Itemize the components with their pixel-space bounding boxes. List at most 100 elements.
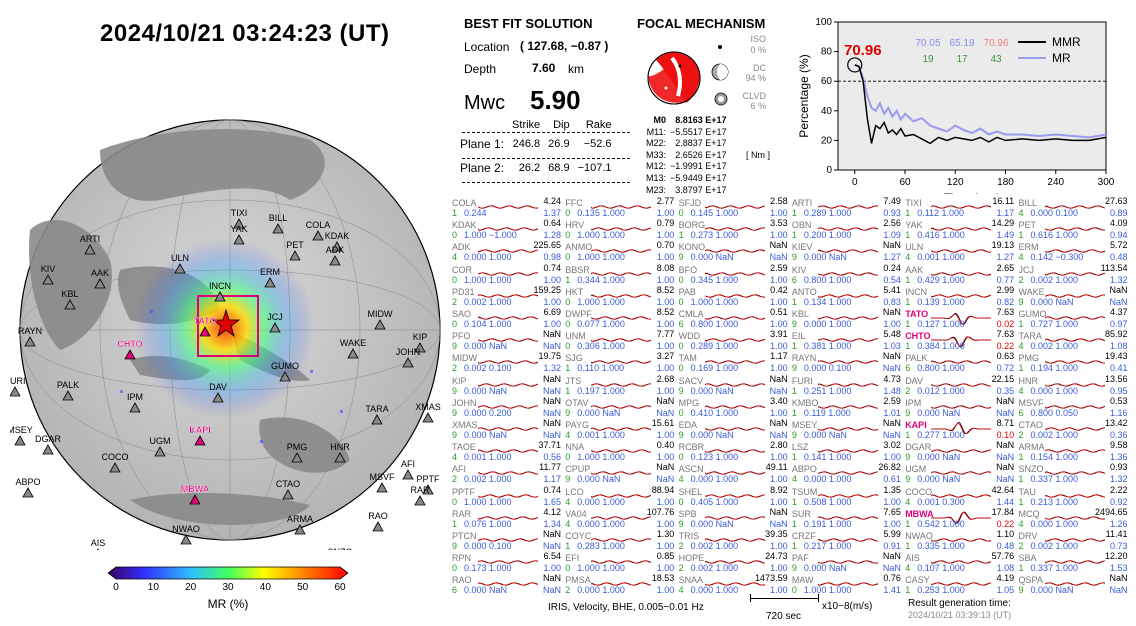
station-cell[interactable]: PAYG 15.61 4 0.001 1.000 1.00: [563, 418, 675, 440]
station-marker[interactable]: INCN: [209, 281, 231, 302]
station-marker[interactable]: ADK: [326, 245, 345, 266]
station-marker[interactable]: NWAO: [172, 524, 200, 545]
station-cell[interactable]: COYC 1.30 1 0.283 1.000 1.00: [563, 529, 675, 551]
station-cell[interactable]: RAYN NaN 9 0.000 0.100 NaN: [790, 351, 902, 373]
station-cell[interactable]: PD31 159.25 2 0.002 1.000 1.00: [450, 285, 562, 307]
station-cell[interactable]: NWAO 1.10 1 0.335 1.000 0.48: [903, 529, 1015, 551]
station-cell[interactable]: MCQ 2494.65 4 0.000 1.000 1.26: [1017, 507, 1129, 529]
station-marker[interactable]: KAPI: [189, 425, 211, 446]
station-cell[interactable]: AAK 2.65 1 0.429 1.000 0.77: [903, 263, 1015, 285]
station-cell[interactable]: IPM NaN 9 0.000 NaN NaN: [903, 396, 1015, 418]
station-marker[interactable]: TARA: [365, 404, 389, 425]
station-cell[interactable]: DAV 22.15 2 0.012 1.000 0.35: [903, 374, 1015, 396]
station-marker[interactable]: JCJ: [267, 312, 283, 333]
station-cell[interactable]: BBSR 8.08 1 0.344 1.000 1.00: [563, 263, 675, 285]
station-cell[interactable]: TRIS 39.35 2 0.002 1.000 1.00: [677, 529, 789, 551]
station-cell[interactable]: CASY 4.19 1 0.253 1.000 1.05: [903, 573, 1015, 595]
station-cell[interactable]: SNAA 1473.59 4 0.000 1.000 1.00: [677, 573, 789, 595]
station-marker[interactable]: RAYN: [18, 326, 42, 347]
station-marker[interactable]: ABPO: [15, 477, 41, 498]
station-cell[interactable]: DRV 11.41 2 0.002 1.000 0.73: [1017, 529, 1129, 551]
station-cell[interactable]: ADK 225.65 4 0.000 1.000 0.98: [450, 240, 562, 262]
station-marker[interactable]: AIS: [91, 538, 106, 550]
station-cell[interactable]: SFJD 2.58 0 0.145 1.000 1.00: [677, 196, 789, 218]
station-marker[interactable]: GUMO: [271, 361, 299, 382]
station-cell[interactable]: SACV NaN 9 0.000 NaN NaN: [677, 374, 789, 396]
station-cell[interactable]: COR 0.74 0 1.000 1.000 1.00: [450, 263, 562, 285]
station-cell[interactable]: JCJ 113.54 2 0.002 1.000 1.32: [1017, 263, 1129, 285]
station-cell[interactable]: PALK 0.63 6 0.800 1.000 0.72: [903, 351, 1015, 373]
station-cell[interactable]: MIDW 19.75 2 0.002 0.100 1.32: [450, 351, 562, 373]
station-cell[interactable]: CPUP NaN 9 0.000 NaN NaN: [563, 462, 675, 484]
station-marker[interactable]: ULN: [171, 253, 189, 274]
station-marker[interactable]: MIDW: [368, 309, 393, 330]
station-cell[interactable]: UNM 7.77 0 0.306 1.000 1.00: [563, 329, 675, 351]
station-cell[interactable]: NNA 0.40 0 1.000 1.000 1.00: [563, 440, 675, 462]
station-cell[interactable]: PAF NaN 9 0.000 NaN NaN: [790, 551, 902, 573]
station-marker[interactable]: MSVF: [369, 472, 395, 493]
station-marker[interactable]: KDAK: [325, 231, 350, 252]
station-marker[interactable]: CHTO: [117, 339, 143, 360]
station-cell[interactable]: KIP NaN 9 0.000 NaN NaN: [450, 374, 562, 396]
station-cell[interactable]: UGM NaN 9 0.000 NaN NaN: [903, 462, 1015, 484]
station-cell[interactable]: PMG 19.43 1 0.194 1.000 0.41: [1017, 351, 1129, 373]
station-cell[interactable]: BFO 2.59 0 0.345 1.000 1.00: [677, 263, 789, 285]
station-cell[interactable]: AIS 57.76 4 0.107 1.000 1.08: [903, 551, 1015, 573]
station-marker[interactable]: PPTF: [416, 474, 440, 495]
station-cell[interactable]: RCBR 2.80 0 0.123 1.000 1.00: [677, 440, 789, 462]
station-marker[interactable]: COCO: [102, 452, 129, 473]
station-cell[interactable]: CRZF 5.99 1 0.217 1.000 0.91: [790, 529, 902, 551]
station-marker[interactable]: ARTI: [80, 234, 100, 255]
station-cell[interactable]: QSPA NaN 9 0.000 NaN NaN: [1017, 573, 1129, 595]
station-marker[interactable]: XMAS: [415, 402, 441, 423]
station-cell[interactable]: TAOE 37.71 4 0.001 1.000 0.56: [450, 440, 562, 462]
station-marker[interactable]: HNR: [330, 442, 350, 463]
station-cell[interactable]: AFI 11.77 2 0.002 1.000 1.17: [450, 462, 562, 484]
station-marker[interactable]: PMG: [287, 442, 308, 463]
station-cell[interactable]: KBL NaN 9 0.000 1.000 1.00: [790, 307, 902, 329]
station-cell[interactable]: ULN 19.13 4 0.001 1.000 1.27: [903, 240, 1015, 262]
station-cell[interactable]: EFI 0.85 0 1.000 1.000 1.00: [563, 551, 675, 573]
station-cell[interactable]: TATO 7.63 1 0.127 1.000 0.02: [903, 307, 1015, 329]
station-cell[interactable]: DGAR NaN 9 0.000 NaN NaN: [903, 440, 1015, 462]
station-cell[interactable]: EIL 5.48 1 0.381 1.000 1.03: [790, 329, 902, 351]
station-cell[interactable]: ANTO 5.41 1 0.134 1.000 0.83: [790, 285, 902, 307]
station-cell[interactable]: TSUM 1.35 1 0.508 1.000 1.00: [790, 485, 902, 507]
station-cell[interactable]: PTCN NaN 9 0.000 0.100 NaN: [450, 529, 562, 551]
station-cell[interactable]: RAR 4.12 1 0.076 1.000 1.34: [450, 507, 562, 529]
station-cell[interactable]: COCO 42.64 4 0.001 0.300 1.44: [903, 485, 1015, 507]
station-marker[interactable]: MSEY: [10, 425, 33, 446]
station-cell[interactable]: PET 4.09 1 0.616 1.000 0.94: [1017, 218, 1129, 240]
station-cell[interactable]: HOPE 24.73 2 0.002 1.000 1.00: [677, 551, 789, 573]
station-marker[interactable]: RAR: [410, 485, 430, 506]
station-marker[interactable]: FURI: [10, 376, 26, 397]
station-cell[interactable]: MPG 3.40 0 0.410 1.000 1.00: [677, 396, 789, 418]
station-cell[interactable]: FURI 4.73 1 0.251 1.000 1.48: [790, 374, 902, 396]
station-cell[interactable]: ERM 5.72 4 0.142 −0.300 0.48: [1017, 240, 1129, 262]
station-cell[interactable]: ANMO 0.70 0 1.000 1.000 1.00: [563, 240, 675, 262]
station-cell[interactable]: PPTF 0.74 0 1.000 1.000 1.65: [450, 485, 562, 507]
station-marker[interactable]: MBWA: [181, 484, 210, 505]
station-cell[interactable]: CHTO 7.63 1 0.384 1.000 0.22: [903, 329, 1015, 351]
station-cell[interactable]: MBWA 17.84 1 0.542 1.000 0.22: [903, 507, 1015, 529]
station-marker[interactable]: ERM: [260, 267, 280, 288]
station-cell[interactable]: SNZO 0.93 1 0.337 1.000 1.32: [1017, 462, 1129, 484]
station-cell[interactable]: SHEL 8.92 0 0.405 1.000 1.00: [677, 485, 789, 507]
station-cell[interactable]: SPB NaN 9 0.000 NaN NaN: [677, 507, 789, 529]
station-cell[interactable]: MSEY NaN 9 0.000 NaN NaN: [790, 418, 902, 440]
station-cell[interactable]: OBN 2.56 1 0.200 1.000 1.09: [790, 218, 902, 240]
station-cell[interactable]: CMLA 0.51 6 0.800 1.000 1.00: [677, 307, 789, 329]
station-marker[interactable]: AAK: [91, 268, 109, 289]
station-cell[interactable]: TAU 2.22 1 0.213 1.000 0.92: [1017, 485, 1129, 507]
station-cell[interactable]: KIEV NaN 9 0.000 NaN 1.27: [790, 240, 902, 262]
station-marker[interactable]: KBL: [61, 289, 79, 310]
station-cell[interactable]: FFC 2.77 0 0.135 1.000 1.00: [563, 196, 675, 218]
station-cell[interactable]: KAPI 8.71 1 0.277 1.000 0.10: [903, 418, 1015, 440]
station-cell[interactable]: ARMA 9.58 1 0.154 1.000 1.36: [1017, 440, 1129, 462]
station-cell[interactable]: OTAV NaN 9 0.000 NaN NaN: [563, 396, 675, 418]
station-marker[interactable]: YAK: [230, 224, 248, 245]
station-cell[interactable]: SAO 6.69 0 0.104 1.000 1.00: [450, 307, 562, 329]
station-marker[interactable]: DAV: [209, 382, 227, 403]
station-cell[interactable]: TARA 85.92 4 0.002 1.000 1.08: [1017, 329, 1129, 351]
station-cell[interactable]: HKT 8.52 0 1.000 1.000 1.00: [563, 285, 675, 307]
